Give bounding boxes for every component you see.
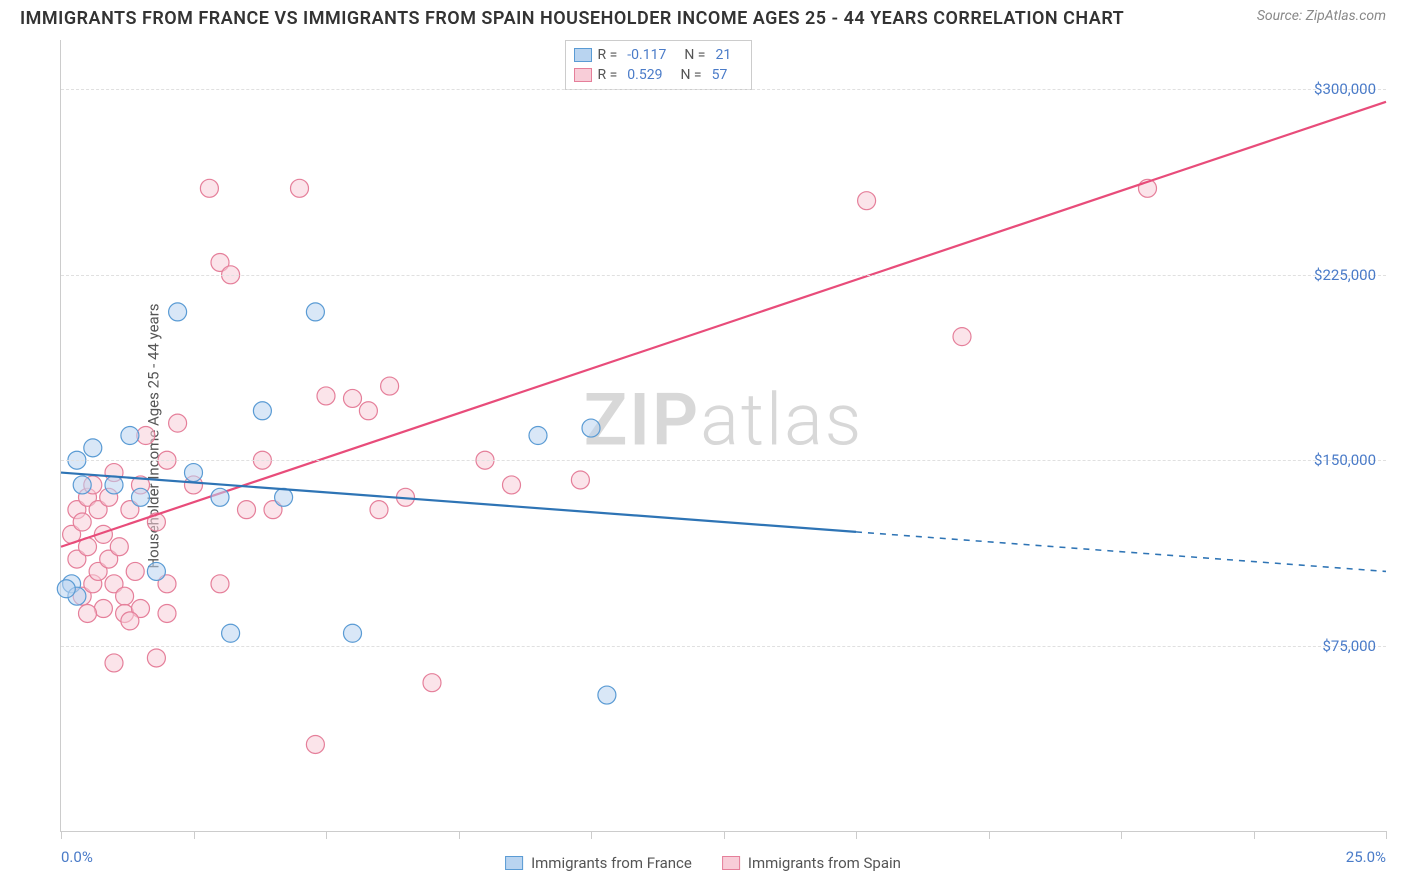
data-point-france — [598, 686, 616, 704]
data-point-spain — [238, 501, 256, 519]
data-point-france — [211, 488, 229, 506]
data-point-france — [121, 427, 139, 445]
data-point-spain — [953, 328, 971, 346]
data-point-spain — [381, 377, 399, 395]
source-label: Source: ZipAtlas.com — [1257, 8, 1386, 24]
legend-label-spain: Immigrants from Spain — [748, 854, 901, 872]
scatter-svg — [61, 40, 1386, 831]
swatch-spain — [574, 68, 592, 82]
x-tick — [989, 831, 990, 839]
data-point-france — [582, 419, 600, 437]
gridline — [61, 275, 1386, 276]
y-tick-label: $150,000 — [1314, 451, 1376, 469]
data-point-france — [84, 439, 102, 457]
x-tick — [326, 831, 327, 839]
chart-title: IMMIGRANTS FROM FRANCE VS IMMIGRANTS FRO… — [20, 8, 1124, 29]
legend-swatch-spain — [722, 856, 740, 870]
gridline — [61, 646, 1386, 647]
data-point-france — [57, 580, 75, 598]
stats-row-france: R = -0.117 N = 21 — [574, 45, 744, 65]
stats-row-spain: R = 0.529 N = 57 — [574, 65, 744, 85]
data-point-france — [253, 402, 271, 420]
data-point-spain — [423, 674, 441, 692]
x-tick — [1386, 831, 1387, 839]
data-point-spain — [317, 387, 335, 405]
swatch-france — [574, 48, 592, 62]
data-point-spain — [79, 604, 97, 622]
data-point-spain — [169, 414, 187, 432]
bottom-legend: Immigrants from France Immigrants from S… — [505, 854, 901, 872]
data-point-france — [132, 488, 150, 506]
data-point-spain — [116, 587, 134, 605]
chart-plot-area: Householder Income Ages 25 - 44 years ZI… — [60, 40, 1386, 832]
data-point-france — [275, 488, 293, 506]
y-tick-label: $225,000 — [1314, 266, 1376, 284]
stats-legend: R = -0.117 N = 21 R = 0.529 N = 57 — [565, 40, 753, 90]
data-point-france — [306, 303, 324, 321]
data-point-france — [185, 464, 203, 482]
x-axis-min-label: 0.0% — [61, 848, 93, 866]
data-point-spain — [121, 612, 139, 630]
x-tick — [724, 831, 725, 839]
gridline — [61, 89, 1386, 90]
trend-line-dashed-france — [856, 532, 1386, 572]
x-tick — [459, 831, 460, 839]
x-tick — [61, 831, 62, 839]
data-point-spain — [291, 179, 309, 197]
gridline — [61, 460, 1386, 461]
data-point-france — [344, 624, 362, 642]
data-point-spain — [73, 513, 91, 531]
data-point-spain — [370, 501, 388, 519]
x-tick — [1254, 831, 1255, 839]
data-point-spain — [359, 402, 377, 420]
n-value-france: 21 — [716, 47, 732, 63]
legend-item-france: Immigrants from France — [505, 854, 692, 872]
r-value-spain: 0.529 — [627, 67, 662, 83]
y-tick-label: $300,000 — [1314, 80, 1376, 98]
data-point-spain — [858, 192, 876, 210]
trend-line-france — [61, 473, 856, 532]
data-point-spain — [94, 600, 112, 618]
data-point-spain — [211, 575, 229, 593]
x-tick — [591, 831, 592, 839]
data-point-france — [73, 476, 91, 494]
data-point-spain — [571, 471, 589, 489]
data-point-spain — [200, 179, 218, 197]
data-point-france — [169, 303, 187, 321]
data-point-spain — [126, 562, 144, 580]
data-point-spain — [306, 735, 324, 753]
data-point-spain — [344, 389, 362, 407]
x-tick — [1121, 831, 1122, 839]
x-axis-max-label: 25.0% — [1346, 848, 1386, 866]
x-tick — [856, 831, 857, 839]
data-point-spain — [110, 538, 128, 556]
data-point-france — [105, 476, 123, 494]
trend-line-spain — [61, 102, 1386, 547]
data-point-spain — [503, 476, 521, 494]
legend-item-spain: Immigrants from Spain — [722, 854, 901, 872]
data-point-france — [147, 562, 165, 580]
r-value-france: -0.117 — [627, 47, 666, 63]
legend-swatch-france — [505, 856, 523, 870]
data-point-spain — [158, 604, 176, 622]
n-value-spain: 57 — [712, 67, 728, 83]
data-point-france — [529, 427, 547, 445]
x-tick — [194, 831, 195, 839]
data-point-france — [222, 624, 240, 642]
y-tick-label: $75,000 — [1322, 637, 1376, 655]
data-point-spain — [147, 649, 165, 667]
legend-label-france: Immigrants from France — [531, 854, 692, 872]
data-point-spain — [105, 654, 123, 672]
